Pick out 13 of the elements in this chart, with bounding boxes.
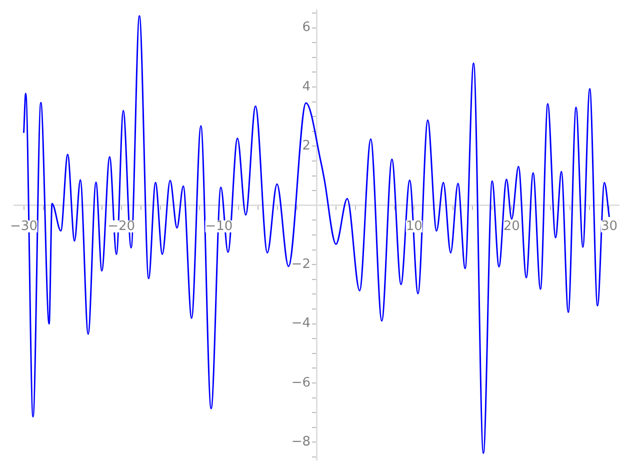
y-tick-label: −4 — [291, 316, 311, 332]
x-tick-label: −10 — [205, 218, 233, 234]
x-tick-label: 20 — [503, 218, 520, 234]
x-tick-label: 10 — [406, 218, 422, 234]
y-tick-label: −8 — [291, 434, 311, 450]
y-tick-label: −2 — [291, 256, 311, 272]
y-tick-label: −6 — [291, 375, 311, 390]
x-tick-label: 30 — [600, 218, 618, 234]
x-tick-label: −20 — [108, 218, 136, 234]
x-tick-label: −30 — [10, 218, 38, 234]
y-tick-label: 2 — [302, 138, 311, 154]
y-tick-label: 6 — [302, 20, 311, 36]
y-tick-label: 4 — [302, 79, 311, 94]
